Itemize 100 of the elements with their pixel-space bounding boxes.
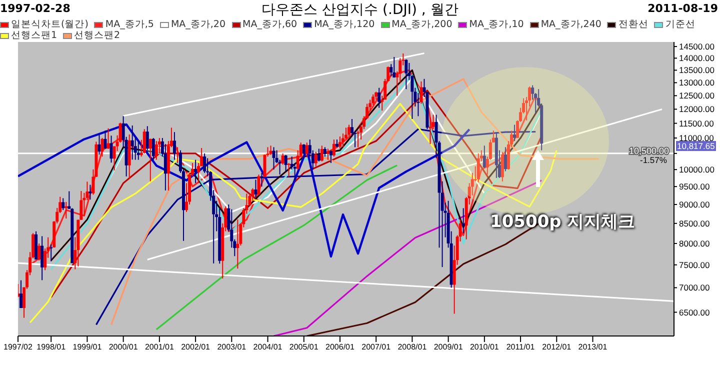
candlestick xyxy=(194,159,198,184)
legend-label: 선행스팬1 xyxy=(10,30,58,41)
x-tick-label: 2002/01 xyxy=(181,342,211,352)
candlestick xyxy=(146,126,149,151)
candlestick xyxy=(130,124,134,160)
candlestick xyxy=(302,144,306,159)
chart-title: 다우존스 산업지수 (.DJI) , 월간 xyxy=(262,2,458,18)
candlestick xyxy=(176,146,179,164)
candlestick xyxy=(404,58,408,90)
y-tick-label: 8500.00 xyxy=(679,218,710,228)
candlestick xyxy=(329,150,332,164)
x-tick-label: 2013/01 xyxy=(578,342,608,352)
candlestick xyxy=(462,208,465,234)
legend-label: 선행스팬2 xyxy=(73,30,120,41)
candlestick xyxy=(100,138,104,158)
candlestick xyxy=(148,138,152,182)
annotation: -1.57% xyxy=(640,155,667,165)
y-tick-label: 11000.00 xyxy=(679,133,714,144)
x-tick-label: 2001/01 xyxy=(144,342,174,352)
y-tick-label: 11500.00 xyxy=(679,118,714,128)
candlestick xyxy=(104,130,107,150)
legend-label: MA_종가,200 xyxy=(390,19,452,30)
y-tick-label: 12000.00 xyxy=(679,104,715,114)
candlestick xyxy=(269,145,272,156)
candlestick xyxy=(323,146,326,158)
y-tick-label: 8000.00 xyxy=(679,238,710,248)
legend-label: MA_종가,120 xyxy=(313,19,375,30)
x-tick-label: 2010/01 xyxy=(470,342,500,352)
candlestick xyxy=(320,145,324,162)
candlestick xyxy=(500,151,504,182)
x-tick-label: 2008/01 xyxy=(398,342,428,352)
candlestick xyxy=(20,280,23,309)
candlestick xyxy=(110,135,113,164)
candlestick xyxy=(272,146,276,170)
candlestick xyxy=(392,56,396,78)
candlestick xyxy=(154,140,158,160)
text: 2011-08-19 xyxy=(648,2,718,15)
y-tick-label: 7000.00 xyxy=(679,282,710,293)
legend-label: 기준선 xyxy=(664,19,696,30)
candlestick xyxy=(428,117,432,145)
x-tick-label: 2003/01 xyxy=(217,342,247,352)
candlestick xyxy=(504,146,507,172)
x-tick-label: 2007/01 xyxy=(362,342,392,352)
x-tick-label: 2000/01 xyxy=(108,342,138,352)
x-tick-label: 2006/01 xyxy=(326,342,355,352)
y-tick-label: 13500.00 xyxy=(679,65,715,76)
x-tick-label: 1997/02 xyxy=(4,342,34,352)
candlestick xyxy=(203,152,206,174)
legend-label: MA_종가,10 xyxy=(468,19,524,30)
candlestick xyxy=(257,174,260,196)
line-series xyxy=(156,164,398,330)
candlestick xyxy=(338,136,342,150)
candlestick xyxy=(317,148,320,162)
y-tick-label: 12500.00 xyxy=(679,90,715,101)
candlestick xyxy=(38,242,41,261)
candlestick xyxy=(314,151,318,167)
annotation: 10500p 지지체크 xyxy=(490,211,636,233)
candlestick xyxy=(332,139,336,158)
candlestick xyxy=(305,142,308,158)
y-tick-label: 6500.00 xyxy=(679,307,710,318)
candlestick xyxy=(106,128,110,150)
candlestick xyxy=(420,80,423,104)
candlestick xyxy=(62,198,65,211)
legend-label: 전환선 xyxy=(617,19,648,30)
x-tick-label: 2012/01 xyxy=(542,342,572,352)
text: 1997-02-28 xyxy=(0,2,70,15)
candlestick xyxy=(68,190,71,210)
candlestick xyxy=(88,184,92,200)
legend-label: 일본식차트(월간) xyxy=(10,19,88,30)
candlestick xyxy=(348,124,351,138)
candlestick xyxy=(378,87,381,108)
candlestick xyxy=(64,201,68,219)
candlestick xyxy=(136,140,140,160)
candlestick xyxy=(482,145,486,168)
x-tick-label: 2009/01 xyxy=(434,342,464,352)
legend-label: MA_종가,240 xyxy=(540,19,602,30)
x-tick-label: 2011/01 xyxy=(506,342,536,352)
candlestick xyxy=(98,134,101,155)
y-tick-label: 9500.00 xyxy=(679,182,710,192)
candlestick xyxy=(260,172,264,188)
candlestick xyxy=(284,154,288,172)
legend-label: MA_종가,60 xyxy=(242,19,298,30)
y-tick-label: 7500.00 xyxy=(679,260,710,270)
candlestick xyxy=(254,179,258,198)
candlestick xyxy=(287,162,290,178)
candlestick xyxy=(476,152,480,182)
y-tick-label: 9000.00 xyxy=(679,199,710,210)
y-tick-label: 14500.00 xyxy=(679,42,715,52)
x-tick-label: 2004/01 xyxy=(253,342,283,352)
text: 10,817.65 xyxy=(676,141,716,151)
candlestick xyxy=(236,219,240,270)
candlestick xyxy=(281,152,284,166)
candlestick xyxy=(513,124,516,142)
candlestick xyxy=(142,128,146,154)
y-tick-label: 10000.00 xyxy=(679,164,715,175)
y-tick-label: 14000.00 xyxy=(679,53,715,64)
line-series xyxy=(18,123,470,258)
legend-label: MA_종가,20 xyxy=(170,19,226,30)
candlestick xyxy=(172,132,176,160)
y-tick-label: 13000.00 xyxy=(679,78,715,88)
